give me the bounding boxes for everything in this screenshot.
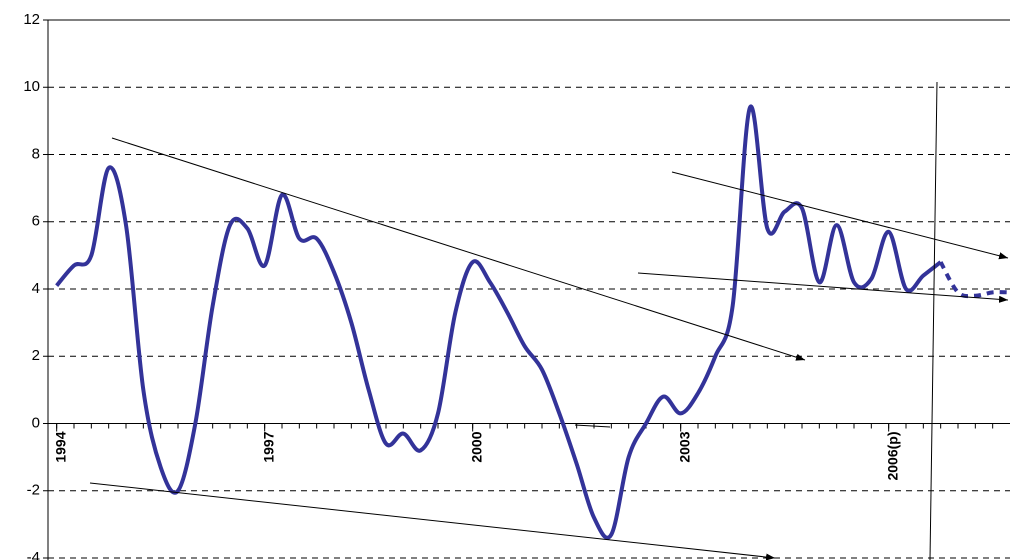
y-tick-label: 0 — [32, 414, 40, 431]
grid — [43, 19, 1010, 559]
x-tick-label: 1997 — [260, 431, 276, 462]
y-tick-label: 8 — [32, 145, 40, 162]
trend-arrow — [671, 171, 1009, 260]
y-tick-label: -2 — [27, 482, 40, 499]
data-line — [55, 104, 942, 540]
y-tick-label: 2 — [32, 347, 40, 364]
data-line — [938, 261, 1010, 299]
x-tick-label: 2006(p) — [884, 432, 900, 481]
trend-arrow — [111, 137, 806, 361]
y-tick-label: 6 — [32, 213, 40, 230]
x-tick-label: 1994 — [52, 431, 68, 462]
x-tick-label: 2000 — [468, 431, 484, 462]
y-tick-label: -4 — [27, 549, 40, 560]
annotation-stroke — [574, 424, 611, 428]
divider-line — [929, 81, 938, 560]
y-tick-label: 10 — [23, 78, 40, 95]
y-tick-label: 12 — [23, 11, 40, 28]
y-tick-label: 4 — [32, 280, 40, 297]
trend-arrow — [637, 272, 1009, 303]
trend-arrow — [89, 482, 776, 560]
x-tick-label: 2003 — [676, 431, 692, 462]
plot — [55, 104, 1010, 540]
